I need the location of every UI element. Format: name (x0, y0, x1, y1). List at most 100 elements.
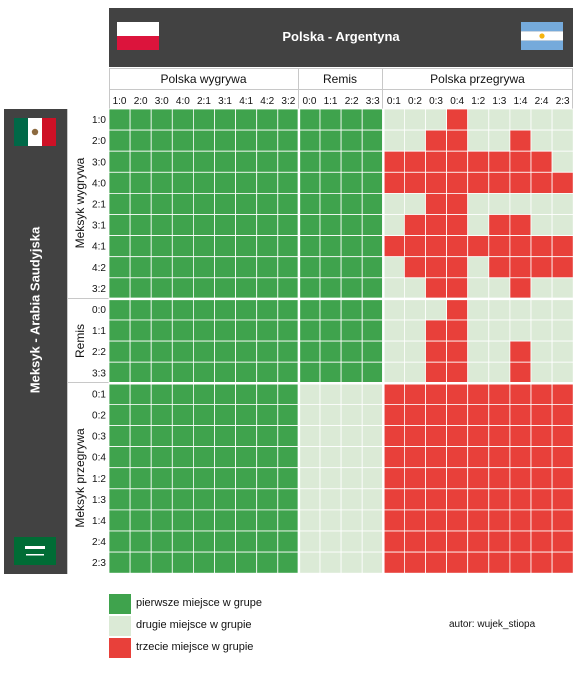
heatmap-cell (129, 530, 152, 553)
heatmap-cell (340, 361, 363, 384)
col-group-polska-przegrywa: Polska przegrywa (430, 72, 525, 86)
heatmap-cell (509, 319, 532, 342)
column-score-label: 3:3 (366, 96, 380, 107)
row-score-label: 2:1 (92, 199, 106, 210)
heatmap-cell (382, 214, 405, 237)
heatmap-cell (467, 214, 490, 237)
heatmap-cell (446, 256, 469, 279)
heatmap-cell (277, 108, 300, 131)
heatmap-cell (340, 488, 363, 511)
heatmap-cell (488, 403, 511, 426)
heatmap-cell (108, 361, 131, 384)
heatmap-cell (129, 361, 152, 384)
heatmap-cell (530, 551, 553, 574)
heatmap-cell (277, 530, 300, 553)
heatmap-cell (256, 467, 279, 490)
heatmap-cell (256, 171, 279, 194)
heatmap-cell (488, 171, 511, 194)
heatmap-cell (108, 425, 131, 448)
heatmap-cell (129, 319, 152, 342)
heatmap-cell (171, 488, 194, 511)
heatmap-cell (382, 425, 405, 448)
heatmap-cell (171, 361, 194, 384)
legend-label-first: pierwsze miejsce w grupe (136, 597, 262, 609)
heatmap-cell (403, 382, 426, 405)
heatmap-cell (361, 214, 384, 237)
heatmap-cell (171, 108, 194, 131)
heatmap-cell (277, 488, 300, 511)
heatmap-cell (214, 192, 237, 215)
heatmap-cell (403, 150, 426, 173)
heatmap-cell (382, 530, 405, 553)
heatmap-cell (150, 129, 173, 152)
heatmap-cell (530, 171, 553, 194)
heatmap-cell (551, 361, 574, 384)
heatmap-cell (425, 256, 448, 279)
header-divider-1 (298, 68, 299, 109)
heatmap-cell (256, 488, 279, 511)
heatmap-cell (382, 108, 405, 131)
heatmap-cell (361, 150, 384, 173)
header-divider-left (109, 68, 110, 109)
row-score-label: 1:0 (92, 115, 106, 126)
heatmap-cell (150, 340, 173, 363)
heatmap-cell (446, 425, 469, 448)
heatmap-cell (235, 509, 258, 532)
heatmap-cell (277, 256, 300, 279)
heatmap-cell (361, 467, 384, 490)
heatmap-cell (171, 403, 194, 426)
heatmap-cell (425, 129, 448, 152)
heatmap-cell (361, 340, 384, 363)
heatmap-cell (340, 235, 363, 258)
row-score-label: 2:2 (92, 347, 106, 358)
left-header-bar: Meksyk - Arabia Saudyjska (4, 109, 67, 574)
heatmap-cell (467, 361, 490, 384)
heatmap-cell (382, 277, 405, 300)
heatmap-cell (551, 171, 574, 194)
heatmap-cell (340, 319, 363, 342)
column-score-label: 2:4 (535, 96, 549, 107)
heatmap-cell (403, 214, 426, 237)
heatmap-cell (129, 256, 152, 279)
heatmap-cell (319, 214, 342, 237)
heatmap-cell (150, 319, 173, 342)
heatmap-cell (446, 235, 469, 258)
heatmap-cell (129, 551, 152, 574)
heatmap-cell (319, 256, 342, 279)
row-group-meksyk-przegrywa: Meksyk przegrywa (73, 428, 87, 528)
heatmap-cell (340, 340, 363, 363)
heatmap-cell (509, 214, 532, 237)
heatmap-cell (382, 488, 405, 511)
heatmap-cell (551, 403, 574, 426)
heatmap-cell (425, 403, 448, 426)
heatmap-cell (129, 446, 152, 469)
heatmap-cell (277, 509, 300, 532)
heatmap-cell (509, 277, 532, 300)
heatmap-cell (319, 340, 342, 363)
heatmap-cell (340, 425, 363, 448)
legend-swatch-third (109, 638, 131, 658)
header-divider-mid (109, 89, 573, 90)
heatmap-cell (298, 256, 321, 279)
heatmap-cell (256, 509, 279, 532)
heatmap-cell (403, 530, 426, 553)
heatmap-cell (298, 171, 321, 194)
heatmap-cell (235, 171, 258, 194)
heatmap-cell (467, 551, 490, 574)
heatmap-cell (340, 382, 363, 405)
heatmap-cell (446, 361, 469, 384)
heatmap-cell (551, 509, 574, 532)
match-title: Polska - Argentyna (282, 29, 400, 44)
heatmap-cell (171, 340, 194, 363)
heatmap-cell (425, 467, 448, 490)
heatmap-cell (467, 277, 490, 300)
heatmap-cell (192, 108, 215, 131)
heatmap-cell (551, 298, 574, 321)
heatmap-cell (509, 530, 532, 553)
heatmap-cell (361, 530, 384, 553)
heatmap-cell (488, 382, 511, 405)
heatmap-cell (256, 108, 279, 131)
heatmap-cell (361, 235, 384, 258)
heatmap-cell (319, 446, 342, 469)
heatmap-cell (108, 150, 131, 173)
